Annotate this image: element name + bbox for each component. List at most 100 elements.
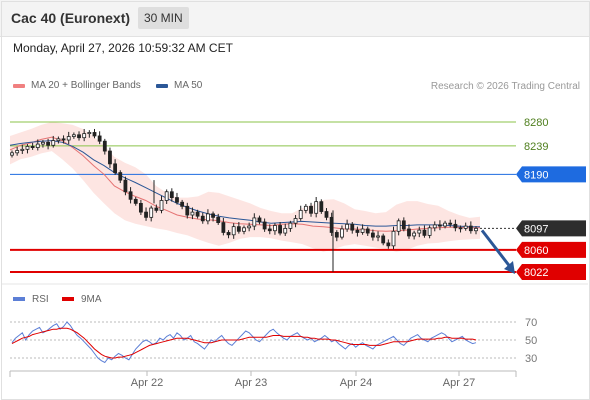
candle-bear [226, 232, 231, 236]
candle-bear [319, 201, 324, 212]
candle-bull [159, 200, 164, 211]
price-tag-8097 [516, 220, 586, 237]
candle-bear [118, 172, 123, 181]
candle-bull [273, 225, 277, 232]
candle-bear [334, 232, 339, 238]
candle-bear [77, 134, 81, 139]
candle-bull [66, 136, 71, 141]
candle-bear [468, 225, 473, 232]
price-tag-label-8239: 8239 [524, 141, 548, 153]
candle-bear [221, 222, 226, 233]
ma50-swatch-icon [156, 83, 168, 88]
candle-bull [474, 227, 478, 232]
candle-bear [133, 198, 138, 204]
candle-bear [422, 229, 427, 236]
candle-bear [46, 141, 50, 146]
rsi-tick-50: 50 [525, 335, 537, 347]
candle-bear [458, 227, 463, 230]
candle-bear [97, 135, 102, 142]
candle-bear [113, 163, 118, 173]
ma9-legend-label: 9MA [81, 294, 102, 305]
candle-bull [314, 201, 319, 214]
candle-bull [283, 227, 288, 234]
candle-bull [298, 209, 303, 219]
candle-bear [180, 201, 185, 207]
candle-bear [30, 146, 35, 148]
price-tag-8060 [516, 241, 586, 258]
candle-bull [247, 225, 252, 229]
candle-bull [412, 232, 417, 237]
candle-bear [185, 205, 190, 216]
price-tag-label-8060: 8060 [524, 245, 548, 257]
ma20-label: MA 20 + Bollinger Bands [31, 80, 141, 91]
candle-bear [309, 205, 313, 214]
candle-bear [381, 235, 386, 244]
price-tag-label-8190: 8190 [524, 169, 548, 181]
candle-bear [169, 191, 174, 198]
candle-bear [216, 216, 221, 223]
candle-bull [56, 138, 61, 142]
candle-bull [293, 218, 298, 224]
price-tag-label-8097: 8097 [524, 223, 548, 235]
candle-bull [396, 220, 401, 232]
rsi-tick-30: 30 [525, 353, 537, 365]
chart-header: Cac 40 (Euronext) 30 MIN [0, 0, 590, 37]
candle-bear [262, 221, 267, 230]
rsi-series-9ma [11, 327, 477, 359]
chart-timestamp: Monday, April 27, 2026 10:59:32 AM CET [13, 41, 233, 55]
ma9-legend-swatch-icon [62, 297, 74, 301]
x-axis-label: Apr 22 [131, 377, 163, 389]
candle-bull [376, 235, 380, 238]
candle-bull [35, 143, 40, 148]
candle-bear [448, 222, 453, 225]
ma20-line [9, 136, 480, 232]
candle-bear [61, 138, 66, 141]
research-credit: Research © 2026 Trading Central [430, 81, 580, 92]
x-axis-label: Apr 23 [235, 377, 267, 389]
candle-bear [438, 224, 442, 227]
candle-bear [324, 211, 329, 218]
ma50-label: MA 50 [174, 80, 203, 91]
candle-bull [427, 227, 432, 236]
candle-bull [242, 227, 246, 232]
candle-bull [82, 133, 87, 139]
candle-bear [370, 232, 375, 238]
candle-bull [432, 224, 437, 229]
candle-bear [257, 217, 262, 223]
candle-bull [51, 140, 56, 146]
candle-bull [345, 223, 350, 230]
candle-bear [407, 228, 411, 237]
candle-bear [108, 150, 112, 165]
price-tag-8022 [516, 264, 586, 280]
candle-bear [92, 132, 97, 137]
candle-bull [20, 148, 25, 151]
candle-bear [267, 228, 272, 232]
legend-ma20: MA 20 + Bollinger Bands [13, 80, 141, 91]
candle-bear [401, 220, 406, 230]
bollinger-band [10, 122, 480, 252]
candle-bull [463, 225, 468, 229]
candle-bear [355, 229, 360, 233]
candle-bull [10, 152, 14, 156]
candle-bull [417, 229, 422, 234]
candle-bull [164, 191, 169, 201]
rsi-legend-swatch-icon [13, 297, 25, 301]
timeframe-badge[interactable]: 30 MIN [138, 7, 189, 29]
legend-ma50: MA 50 [156, 80, 202, 91]
candle-bear [365, 228, 370, 234]
candle-bull [25, 146, 30, 150]
candle-bear [123, 179, 128, 193]
candle-bull [252, 217, 257, 227]
candle-bull [15, 150, 20, 154]
rsi-legend-label: RSI [32, 294, 49, 305]
ma20-swatch-icon [13, 83, 25, 88]
candle-bear [138, 202, 143, 213]
candle-bear [154, 207, 159, 211]
candle-bear [128, 191, 133, 200]
candle-bull [231, 226, 236, 236]
candle-bear [236, 226, 241, 232]
rsi-tick-70: 70 [525, 317, 537, 329]
ma50-line [9, 140, 480, 228]
candle-bull [391, 230, 396, 247]
